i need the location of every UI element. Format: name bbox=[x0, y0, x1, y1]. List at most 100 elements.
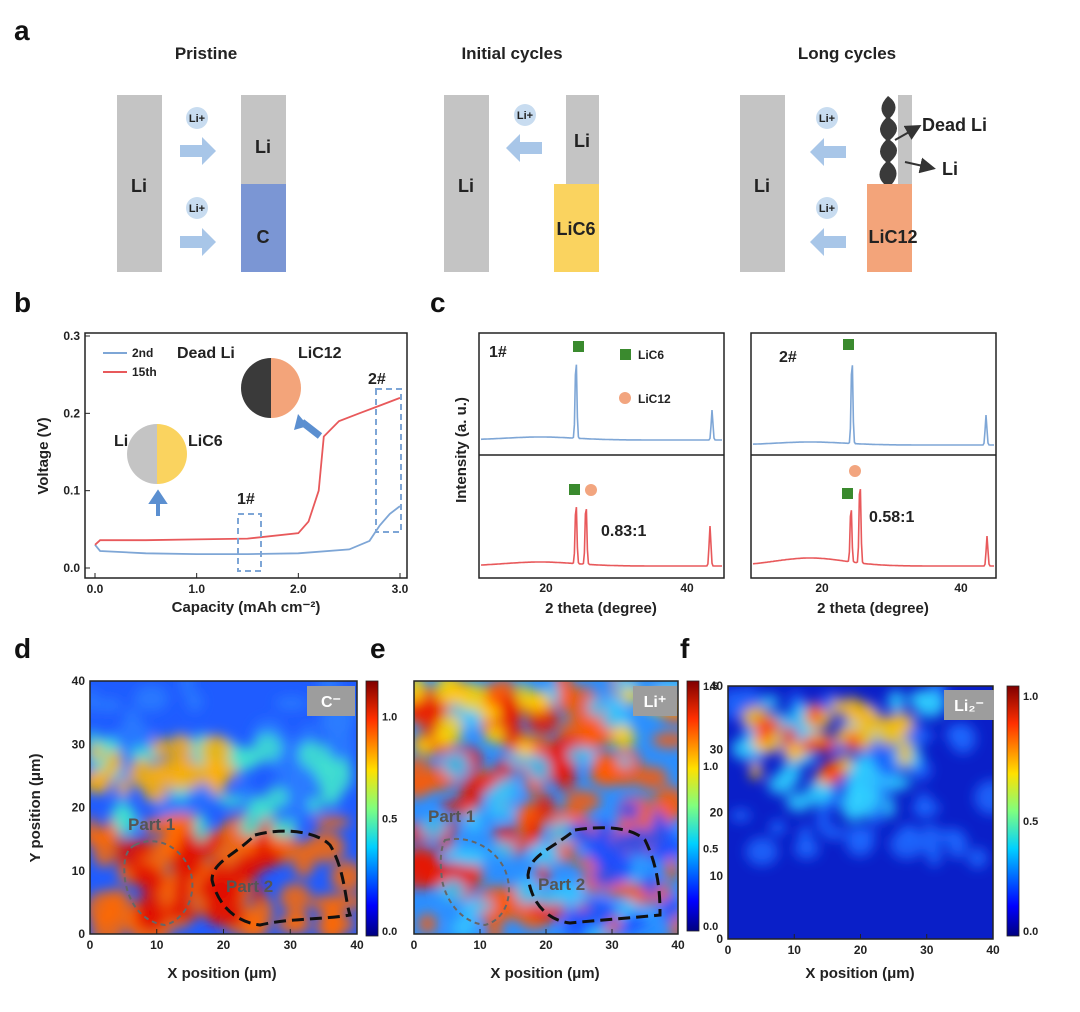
y-tick: 0.0 bbox=[63, 561, 80, 575]
li-layer bbox=[566, 95, 599, 184]
legend-lic6-marker bbox=[620, 349, 631, 360]
panel-label-e: e bbox=[370, 633, 386, 664]
carbon-layer bbox=[241, 184, 286, 272]
legend-label: 2nd bbox=[132, 346, 153, 360]
x-tick: 2.0 bbox=[290, 582, 307, 596]
colorbar-tick: 0.0 bbox=[382, 926, 397, 938]
lic6-marker bbox=[569, 484, 580, 495]
y-tick: 30 bbox=[710, 742, 724, 756]
y-tick: 0.1 bbox=[63, 484, 80, 498]
lic12-label: LiC12 bbox=[868, 227, 917, 247]
pointer-arrow bbox=[894, 125, 922, 141]
part-2-outline bbox=[526, 826, 662, 925]
lic12-marker bbox=[849, 465, 861, 477]
ion-bubble bbox=[514, 104, 536, 126]
x-axis-label: 2 theta (degree) bbox=[545, 600, 657, 617]
y-tick: 0.2 bbox=[63, 406, 80, 420]
xrd-curve-top bbox=[480, 364, 722, 441]
heatmap bbox=[728, 686, 993, 939]
x-tick: 10 bbox=[788, 943, 802, 957]
x-tick: 3.0 bbox=[392, 582, 409, 596]
li-layer bbox=[241, 95, 286, 184]
panel-label-b: b bbox=[14, 287, 31, 318]
x-tick: 30 bbox=[920, 943, 934, 957]
arrow-left-icon bbox=[810, 138, 846, 166]
panel-label-d: d bbox=[14, 633, 31, 664]
lic6-marker bbox=[842, 488, 853, 499]
map-f: 00 10 10 20 20 30 30 40 40 0.0 0.5 1.0 bbox=[710, 679, 1039, 957]
lic12-marker bbox=[585, 484, 597, 496]
colorbar bbox=[1006, 685, 1020, 937]
lic6-label: LiC6 bbox=[556, 219, 595, 239]
pie2-left-label: Dead Li bbox=[177, 345, 235, 362]
pointer-arrow bbox=[904, 157, 936, 174]
stage-title: Long cycles bbox=[798, 44, 896, 63]
li-label: Li bbox=[458, 176, 474, 196]
part-1-label: Part 1 bbox=[428, 807, 475, 826]
stage-pristine: Pristine Li Li C Li+ Li+ bbox=[117, 44, 286, 272]
y-tick: 40 bbox=[710, 679, 724, 693]
x-tick: 10 bbox=[473, 938, 487, 952]
lic12-layer bbox=[867, 184, 912, 272]
ion-bubble bbox=[816, 107, 838, 129]
lic6-marker bbox=[843, 339, 854, 350]
li-layer-label: Li bbox=[255, 137, 271, 157]
colorbar-tick: 0.5 bbox=[382, 814, 397, 826]
y-tick: 0 bbox=[716, 932, 723, 946]
legend-lic6-label: LiC6 bbox=[638, 348, 664, 362]
panel-label-c: c bbox=[430, 287, 446, 318]
arrow-up-icon bbox=[148, 489, 168, 516]
map-label-box bbox=[307, 686, 355, 716]
ion-label: Li+ bbox=[189, 113, 205, 125]
colorbar bbox=[686, 680, 700, 932]
y-tick: 40 bbox=[72, 674, 86, 688]
x-tick: 10 bbox=[150, 938, 164, 952]
pie1-li bbox=[127, 424, 157, 484]
x-tick: 1.0 bbox=[188, 582, 205, 596]
x-axis-label: X position (μm) bbox=[805, 965, 914, 982]
y-tick: 20 bbox=[72, 801, 86, 815]
x-tick: 0 bbox=[87, 938, 94, 952]
sample-label: 1# bbox=[489, 344, 507, 361]
y-tick: 0.3 bbox=[63, 329, 80, 343]
x-tick: 40 bbox=[986, 943, 1000, 957]
plot-frame bbox=[84, 332, 408, 579]
x-tick: 20 bbox=[539, 581, 553, 595]
stage-title: Initial cycles bbox=[461, 44, 562, 63]
x-tick: 20 bbox=[854, 943, 868, 957]
map-e-overlays: Li⁺ Part 1 Part 2 X position (μm) bbox=[428, 686, 677, 982]
y-axis-label: Voltage (V) bbox=[35, 417, 52, 494]
x-tick: 40 bbox=[680, 581, 694, 595]
map-label: Li⁺ bbox=[644, 694, 667, 711]
y-tick: 30 bbox=[72, 737, 86, 751]
xrd-curve-bottom bbox=[752, 488, 994, 567]
arrow-left-icon bbox=[506, 134, 542, 162]
box-1-label: 1# bbox=[237, 491, 255, 508]
colorbar-tick: 0.0 bbox=[703, 921, 718, 933]
ratio-label: 0.58:1 bbox=[869, 509, 914, 526]
colorbar-tick: 1.5 bbox=[703, 681, 718, 693]
lic6-marker bbox=[573, 341, 584, 352]
pie1-lic6 bbox=[157, 424, 187, 484]
x-axis-label: X position (μm) bbox=[167, 965, 276, 982]
colorbar bbox=[365, 680, 379, 937]
y-tick: 10 bbox=[72, 864, 86, 878]
map-label-box bbox=[633, 686, 677, 716]
curve-15th bbox=[94, 397, 401, 546]
part-1-outline bbox=[439, 837, 510, 927]
part-2-label: Part 2 bbox=[226, 877, 273, 896]
part-2-outline bbox=[210, 829, 352, 927]
dead-li-icon bbox=[879, 96, 897, 184]
li-pointer-label: Li bbox=[942, 159, 958, 179]
panel-label-f: f bbox=[680, 633, 690, 664]
x-tick: 0.0 bbox=[87, 582, 104, 596]
colorbar-tick: 0.5 bbox=[1023, 816, 1038, 828]
legend-lic12-marker bbox=[619, 392, 631, 404]
x-tick: 20 bbox=[815, 581, 829, 595]
x-tick: 0 bbox=[725, 943, 732, 957]
x-tick: 40 bbox=[954, 581, 968, 595]
x-axis-label: Capacity (mAh cm⁻²) bbox=[172, 599, 321, 616]
pie2-dead-li bbox=[241, 358, 271, 418]
arrow-right-icon bbox=[180, 137, 216, 165]
